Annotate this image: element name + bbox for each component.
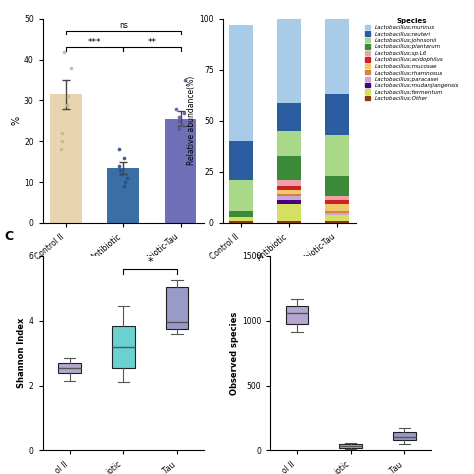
Bar (325, 201, 349, 204)
Bar (229, 221, 253, 223)
PathPatch shape (339, 445, 362, 448)
Text: *: * (147, 257, 153, 267)
PathPatch shape (58, 363, 81, 373)
Bar (325, 94, 349, 135)
Bar (229, 217, 253, 221)
Y-axis label: Observed species: Observed species (230, 311, 239, 395)
Bar (325, 176, 349, 196)
Legend: Lactobacillus;murinus, Lactobacillus;reuteri, Lactobacillus;johnsonii, Lactobaci: Lactobacillus;murinus, Lactobacillus;reu… (365, 18, 459, 101)
Point (58, 129, 65, 137)
Bar (277, 190, 301, 194)
PathPatch shape (166, 287, 188, 329)
Bar (325, 210, 349, 212)
Point (117, 166, 124, 173)
Point (173, 105, 180, 112)
Bar (325, 19, 349, 94)
Point (121, 154, 128, 161)
Bar (277, 204, 301, 221)
Text: ***: *** (88, 37, 101, 46)
Point (115, 162, 123, 170)
Bar (325, 196, 349, 201)
Bar (229, 210, 253, 217)
Bar (277, 180, 301, 186)
Bar (108, 168, 139, 223)
Bar (277, 194, 301, 196)
Point (120, 182, 128, 190)
Text: **: ** (147, 37, 156, 46)
Bar (277, 186, 301, 190)
Point (178, 121, 186, 129)
Point (175, 117, 183, 125)
Bar (277, 221, 301, 223)
Point (57, 146, 64, 153)
Bar (229, 141, 253, 180)
Point (180, 109, 187, 117)
Bar (277, 201, 301, 204)
Text: C: C (5, 230, 14, 243)
Y-axis label: %: % (11, 116, 21, 126)
Point (64, 92, 72, 100)
Bar (277, 102, 301, 131)
PathPatch shape (393, 431, 416, 440)
Point (175, 113, 183, 120)
Point (121, 178, 129, 186)
Bar (277, 196, 301, 201)
Point (61, 48, 68, 55)
Bar (277, 131, 301, 155)
Point (181, 76, 188, 84)
Bar (325, 215, 349, 221)
Bar (229, 25, 253, 141)
Bar (325, 204, 349, 210)
Bar (277, 19, 301, 102)
Point (124, 174, 131, 182)
Point (58, 137, 65, 145)
Text: ns: ns (119, 21, 128, 30)
Bar (325, 135, 349, 176)
Point (118, 170, 125, 178)
Y-axis label: Shannon Index: Shannon Index (17, 318, 26, 388)
Point (115, 146, 123, 153)
Y-axis label: Relative abundance(%): Relative abundance(%) (188, 76, 197, 165)
PathPatch shape (286, 307, 308, 324)
Bar (50, 94, 82, 223)
Point (67, 64, 75, 72)
Bar (325, 212, 349, 215)
Bar (165, 119, 197, 223)
Point (176, 125, 183, 133)
Bar (325, 221, 349, 223)
PathPatch shape (112, 326, 135, 368)
Bar (277, 155, 301, 180)
Bar (229, 180, 253, 210)
Point (63, 101, 71, 109)
